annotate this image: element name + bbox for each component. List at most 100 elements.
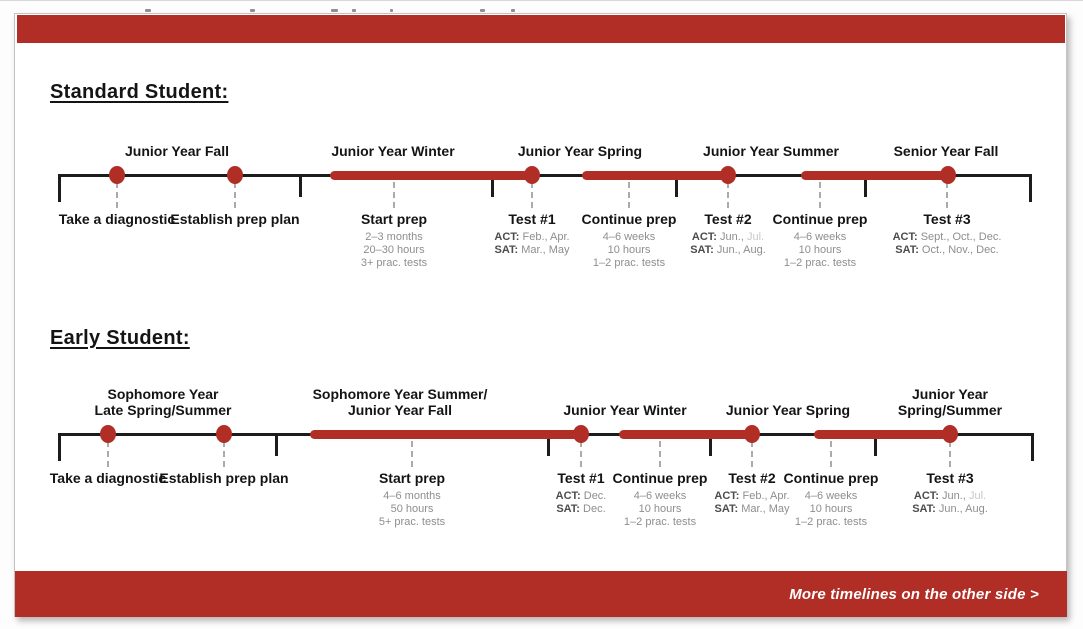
milestone-detail-line: 50 hours	[302, 503, 522, 516]
milestone-label: Take a diagnostic	[0, 470, 218, 486]
milestone-title: Establish prep plan	[170, 211, 300, 227]
timeline-terminal-tick	[1031, 433, 1034, 461]
milestone-label: Establish prep plan	[114, 470, 334, 486]
detail-text: 10 hours	[798, 244, 842, 256]
milestone-title: Continue prep	[772, 211, 868, 227]
milestone-dot	[100, 425, 116, 443]
milestone-label: Continue prep 4–6 weeks 10 hours 1–2 prac. …	[710, 211, 930, 270]
milestone-title: Continue prep	[612, 470, 708, 486]
clipped-text-fragment	[480, 9, 485, 12]
milestone-label: Continue prep 4–6 weeks 10 hours 1–2 prac. …	[519, 211, 739, 270]
detail-text: Feb., Apr.	[739, 490, 790, 502]
milestone-detail-line: 5+ prac. tests	[302, 516, 522, 529]
detail-text: SAT:	[895, 244, 919, 256]
detail-text: Oct., Nov., Dec.	[918, 244, 999, 256]
milestone-detail-line: 4–6 weeks	[710, 231, 930, 244]
dashed-connector	[727, 182, 729, 208]
detail-text: Jun.,	[938, 490, 969, 502]
milestone-title: Continue prep	[581, 211, 677, 227]
milestone-title: Test #2	[728, 470, 776, 486]
detail-text: Jul.	[968, 490, 987, 502]
prep-period-segment	[814, 430, 950, 439]
timeline-boundary-tick	[299, 174, 302, 197]
detail-text: Jun., Aug.	[935, 503, 988, 515]
milestone-details: 4–6 weeks 10 hours 1–2 prac. tests	[721, 490, 941, 529]
milestone-detail-line: 20–30 hours	[284, 244, 504, 257]
header-bar	[17, 15, 1065, 43]
detail-text: 1–2 prac. tests	[592, 257, 666, 269]
milestone-detail-line: 3+ prac. tests	[284, 257, 504, 270]
detail-text: ACT:	[714, 490, 740, 502]
dashed-connector	[830, 441, 832, 467]
prep-period-segment	[619, 430, 752, 439]
detail-text: 4–6 months	[383, 490, 441, 502]
prep-period-segment	[582, 171, 728, 180]
detail-text: ACT:	[892, 231, 918, 243]
milestone-details: 4–6 weeks 10 hours 1–2 prac. tests	[550, 490, 770, 529]
detail-text: ACT:	[691, 231, 717, 243]
dashed-connector	[819, 182, 821, 208]
milestone-label: Establish prep plan	[125, 211, 345, 227]
milestone-title: Start prep	[378, 470, 446, 486]
timeline-boundary-tick	[675, 174, 678, 197]
timeline-boundary-tick	[275, 433, 278, 456]
period-label: Junior Year Spring	[517, 143, 643, 159]
detail-text: ACT:	[555, 490, 581, 502]
milestone-detail-line: 10 hours	[721, 503, 941, 516]
milestone-label: Take a diagnostic	[7, 211, 227, 227]
milestone-title: Take a diagnostic	[58, 211, 176, 227]
detail-text: 5+ prac. tests	[378, 516, 446, 528]
period-label: Junior Year Summer	[703, 143, 839, 159]
milestone-detail-line: SAT: Jun., Aug.	[618, 244, 838, 257]
milestone-detail-line: 10 hours	[519, 244, 739, 257]
timeline-boundary-tick	[864, 174, 867, 197]
milestone-details: ACT: Sept., Oct., Dec. SAT: Oct., Nov., D…	[837, 231, 1057, 257]
prep-period-segment	[801, 171, 948, 180]
period-label: Junior Year Winter	[563, 402, 687, 418]
milestone-detail-line: 4–6 weeks	[550, 490, 770, 503]
milestone-dot	[940, 166, 956, 184]
detail-text: 1–2 prac. tests	[623, 516, 697, 528]
milestone-detail-line: ACT: Feb., Apr.	[642, 490, 862, 503]
dashed-connector	[949, 441, 951, 467]
milestone-details: ACT: Jun., Jul. SAT: Jun., Aug.	[618, 231, 838, 257]
timeline-axis	[58, 174, 1032, 177]
footer-note: More timelines on the other side >	[789, 585, 1039, 603]
document-page	[14, 13, 1067, 617]
timeline-terminal-tick	[58, 174, 61, 202]
milestone-detail-line: SAT: Mar., May	[642, 503, 862, 516]
milestone-label: Test #3 ACT: Sept., Oct., Dec. SAT: Oct., …	[837, 211, 1057, 257]
dashed-connector	[234, 182, 236, 208]
milestone-title: Test #3	[926, 470, 974, 486]
milestone-details: 4–6 months 50 hours 5+ prac. tests	[302, 490, 522, 529]
milestone-label: Test #3 ACT: Jun., Jul. SAT: Jun., Aug.	[840, 470, 1060, 516]
milestone-dot	[942, 425, 958, 443]
footer-bar: More timelines on the other side >	[15, 571, 1067, 617]
milestone-label: Start prep 4–6 months 50 hours 5+ prac. tes…	[302, 470, 522, 529]
milestone-dot	[216, 425, 232, 443]
milestone-title: Take a diagnostic	[49, 470, 167, 486]
prep-period-segment	[310, 430, 581, 439]
milestone-dot	[720, 166, 736, 184]
detail-text: Mar., May	[738, 503, 790, 515]
section-title: Standard Student:	[50, 81, 229, 103]
detail-text: SAT:	[494, 244, 519, 256]
dashed-connector	[393, 182, 395, 208]
milestone-label: Start prep 2–3 months 20–30 hours 3+ prac. …	[284, 211, 504, 270]
milestone-details: ACT: Dec. SAT: Dec.	[471, 490, 691, 516]
detail-text: Jun., Aug.	[713, 244, 766, 256]
timeline-boundary-tick	[491, 174, 494, 197]
dashed-connector	[659, 441, 661, 467]
dashed-connector	[946, 182, 948, 208]
milestone-dot	[573, 425, 589, 443]
clipped-text-fragment	[511, 9, 515, 12]
dashed-connector	[531, 182, 533, 208]
dashed-connector	[223, 441, 225, 467]
milestone-dot	[524, 166, 540, 184]
timeline-boundary-tick	[709, 433, 712, 456]
clipped-text-fragment	[390, 9, 393, 12]
detail-text: 4–6 weeks	[633, 490, 687, 502]
detail-text: 4–6 weeks	[602, 231, 656, 243]
dashed-connector	[628, 182, 630, 208]
